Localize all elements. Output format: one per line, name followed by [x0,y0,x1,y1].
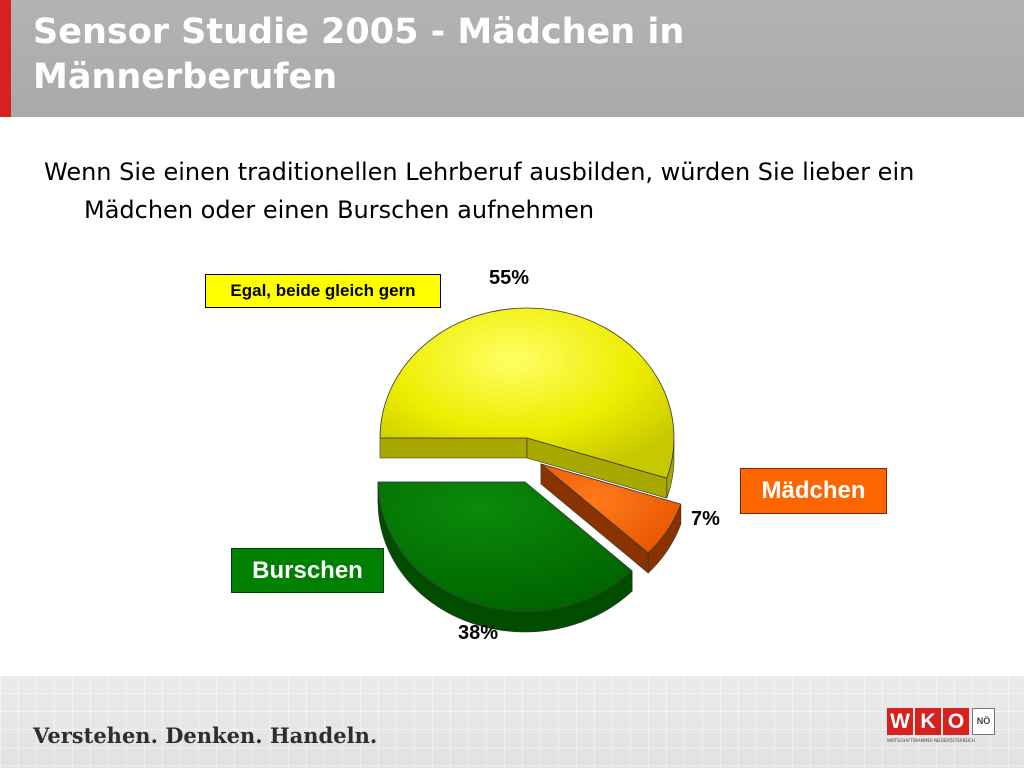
logo-letter-k: K [915,708,941,735]
survey-question: Wenn Sie einen traditionellen Lehrberuf … [44,158,915,224]
pie-slices [377,307,682,633]
slice-label-burschen: Burschen [231,548,384,593]
slice-burschen [377,481,633,613]
logo-letter-w: W [887,708,913,735]
percent-label-egal: 55% [489,267,530,289]
slice-egal [379,307,675,479]
wko-logo: W K O NÖ WIRTSCHAFTSKAMMER NIEDERÖSTERRE… [887,708,997,752]
footer-bar: Verstehen. Denken. Handeln. W K O NÖ WIR… [0,676,1024,768]
slice-label-maedchen: Mädchen [740,468,887,514]
logo-region: NÖ [972,708,995,735]
footer-texture [0,676,1024,768]
percent-label-burschen: 38% [458,622,499,644]
slice-label-egal: Egal, beide gleich gern [205,274,441,308]
footer-slogan: Verstehen. Denken. Handeln. [33,723,378,748]
logo-letter-o: O [943,708,969,735]
percent-label-maedchen: 7% [691,508,720,530]
header-accent-stripe [0,0,11,117]
logo-subtitle: WIRTSCHAFTSKAMMER NIEDERÖSTERREICH [887,738,975,743]
pie-chart [377,307,682,633]
slice-edge-egal-0 [379,437,528,459]
title-bar: Sensor Studie 2005 - Mädchen in Männerbe… [0,0,1024,117]
slice-maedchen [540,463,682,554]
slide-title: Sensor Studie 2005 - Mädchen in Männerbe… [33,12,685,97]
